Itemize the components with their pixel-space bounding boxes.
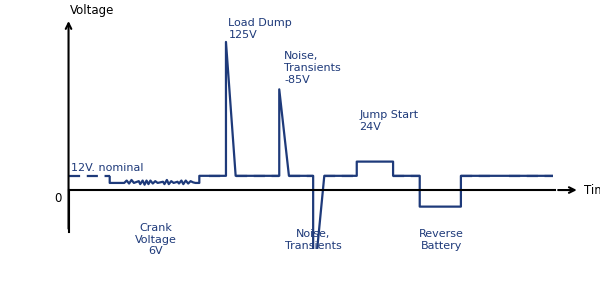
Text: 12V. nominal: 12V. nominal xyxy=(71,164,143,174)
Text: 0: 0 xyxy=(54,192,61,206)
Text: Crank
Voltage
6V: Crank Voltage 6V xyxy=(135,223,176,256)
Text: Load Dump
125V: Load Dump 125V xyxy=(229,18,292,40)
Text: Jump Start
24V: Jump Start 24V xyxy=(359,110,418,132)
Text: Noise,
Transients: Noise, Transients xyxy=(285,229,341,251)
Text: Reverse
Battery: Reverse Battery xyxy=(419,229,464,251)
Text: Noise,
Transients
-85V: Noise, Transients -85V xyxy=(284,51,341,85)
Text: Time: Time xyxy=(584,184,600,197)
Text: Voltage: Voltage xyxy=(70,4,115,17)
